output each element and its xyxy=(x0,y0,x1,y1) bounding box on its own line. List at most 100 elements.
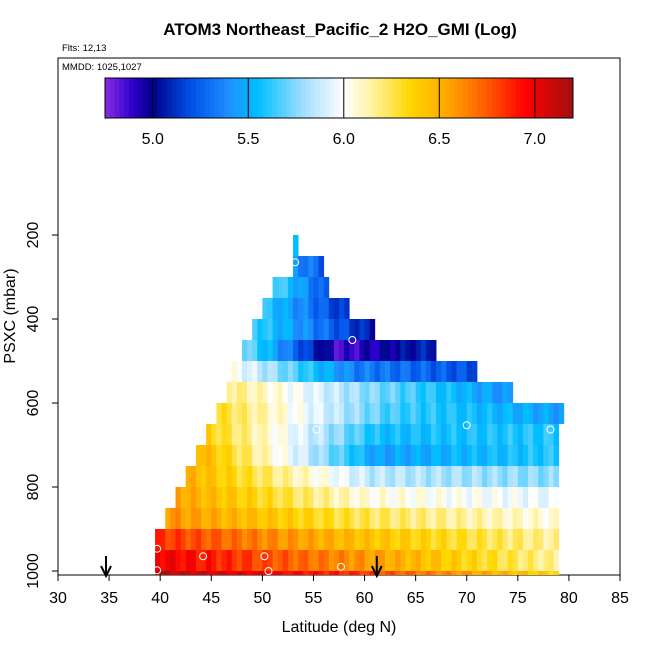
heat-cell xyxy=(420,487,427,508)
heat-cell xyxy=(257,445,263,466)
heat-cell xyxy=(216,487,222,508)
heat-cell xyxy=(308,466,314,487)
heat-cell xyxy=(420,508,427,529)
heat-cell xyxy=(252,382,258,403)
heat-cell xyxy=(364,424,371,445)
heat-cell xyxy=(308,424,314,445)
heat-cell xyxy=(390,529,396,550)
heat-cell xyxy=(298,508,304,529)
heat-cell xyxy=(405,571,411,575)
heat-cell xyxy=(257,361,263,382)
heat-cell xyxy=(364,403,371,424)
arrow-marker-head xyxy=(100,565,112,579)
heat-cell xyxy=(344,340,350,361)
heat-cell xyxy=(252,529,258,550)
heat-cell xyxy=(548,403,554,424)
heat-cell xyxy=(395,487,401,508)
heat-cell xyxy=(369,382,376,403)
heat-cell xyxy=(277,298,284,319)
heat-cell xyxy=(543,487,549,508)
heat-cell xyxy=(293,529,299,550)
heat-cell xyxy=(180,508,187,529)
sample-markers xyxy=(100,258,568,579)
heat-cell xyxy=(543,571,549,575)
heat-cell xyxy=(195,529,202,550)
heat-cell xyxy=(512,424,519,445)
heat-cell xyxy=(497,571,503,575)
colorbar-segment xyxy=(157,78,163,118)
heat-cell xyxy=(293,319,299,340)
heat-cell xyxy=(339,361,345,382)
heat-cell xyxy=(262,508,268,529)
heat-cell xyxy=(400,424,406,445)
heat-cell xyxy=(349,550,355,571)
colorbar-segment xyxy=(386,78,392,118)
heat-cell xyxy=(257,508,263,529)
heat-cell xyxy=(492,403,498,424)
heat-cell xyxy=(384,466,391,487)
heatmap-cells xyxy=(155,235,565,575)
heat-cell xyxy=(415,382,422,403)
heat-cell xyxy=(553,424,560,445)
colorbar-segment xyxy=(477,78,483,118)
colorbar-segment xyxy=(487,78,493,118)
heat-cell xyxy=(201,550,207,571)
colorbar-segment xyxy=(405,78,412,118)
heat-cell xyxy=(359,319,365,340)
heat-cell xyxy=(293,508,299,529)
heat-cell xyxy=(175,508,182,529)
heat-cell xyxy=(410,361,417,382)
heat-cell xyxy=(446,445,452,466)
heat-cell xyxy=(379,550,386,571)
heat-cell xyxy=(507,571,514,575)
heat-cell xyxy=(517,550,524,571)
heat-cell xyxy=(287,382,294,403)
heat-cell xyxy=(543,424,549,445)
heat-cell xyxy=(267,382,273,403)
heat-cell xyxy=(303,424,309,445)
heat-cell xyxy=(379,445,386,466)
heat-cell xyxy=(538,571,544,575)
x-tick-label: 30 xyxy=(49,590,67,607)
heat-cell xyxy=(293,466,299,487)
heat-cell xyxy=(425,571,432,575)
heat-cell xyxy=(344,508,350,529)
heat-cell xyxy=(349,340,355,361)
heat-cell xyxy=(522,571,529,575)
heat-cell xyxy=(267,508,273,529)
heat-cell xyxy=(420,340,427,361)
heat-cell xyxy=(471,571,478,575)
heat-cell xyxy=(277,319,284,340)
heat-cell xyxy=(451,550,457,571)
heat-cell xyxy=(543,529,549,550)
heat-cell xyxy=(390,445,396,466)
heat-cell xyxy=(384,403,391,424)
colorbar-segment xyxy=(171,78,178,118)
heat-cell xyxy=(344,487,350,508)
heat-cell xyxy=(364,487,371,508)
heat-cell xyxy=(303,319,309,340)
heat-cell xyxy=(216,508,222,529)
heat-cell xyxy=(313,571,319,575)
chart-title: ATOM3 Northeast_Pacific_2 H2O_GMI (Log) xyxy=(163,20,517,39)
heat-cell xyxy=(272,298,279,319)
heat-cell xyxy=(216,550,222,571)
heat-cell xyxy=(359,424,365,445)
heat-cell xyxy=(257,487,263,508)
heat-cell xyxy=(354,466,360,487)
sample-circle xyxy=(153,512,162,521)
heat-cell xyxy=(405,361,411,382)
sample-circle xyxy=(312,425,321,434)
heat-cell xyxy=(236,382,243,403)
heat-cell xyxy=(308,550,314,571)
colorbar-segment xyxy=(539,78,545,118)
heat-cell xyxy=(471,445,478,466)
heat-cell xyxy=(379,361,386,382)
heat-cell xyxy=(201,466,207,487)
heat-cell xyxy=(364,361,371,382)
heat-cell xyxy=(277,424,284,445)
colorbar-segment xyxy=(501,78,507,118)
heat-cell xyxy=(231,424,238,445)
colorbar-segment xyxy=(434,78,440,118)
colorbar-segment xyxy=(315,78,321,118)
